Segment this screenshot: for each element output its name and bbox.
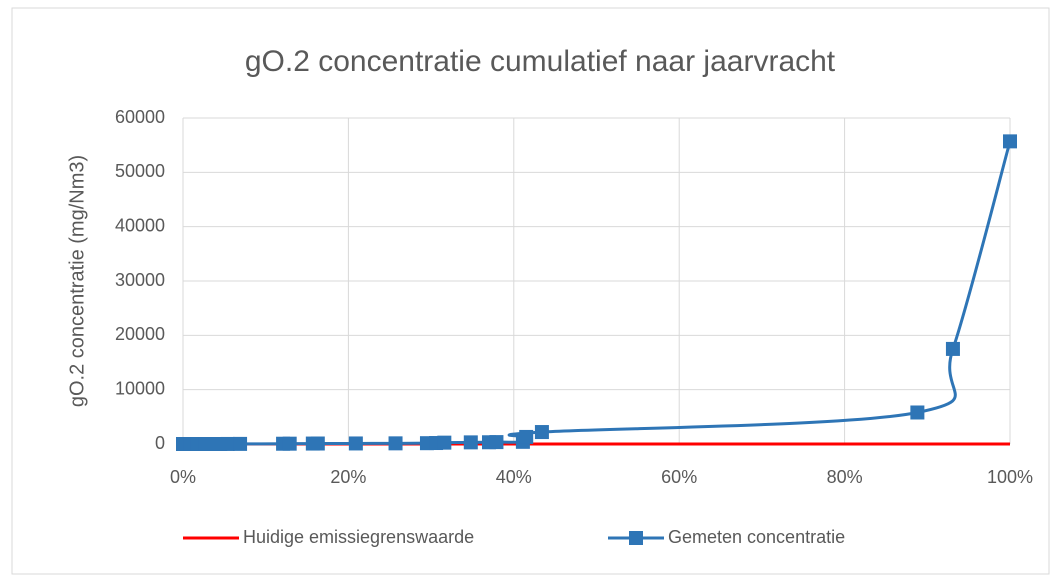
marker (388, 436, 403, 451)
marker (463, 435, 478, 450)
y-tick-label: 10000 (115, 378, 165, 398)
x-tick-label: 80% (827, 467, 863, 487)
y-tick-label: 50000 (115, 161, 165, 181)
x-tick-label: 20% (330, 467, 366, 487)
x-tick-label: 60% (661, 467, 697, 487)
marker (519, 429, 534, 444)
marker (233, 436, 248, 451)
legend-label: Huidige emissiegrenswaarde (243, 527, 474, 547)
y-tick-label: 0 (155, 433, 165, 453)
chart-title: gO.2 concentratie cumulatief naar jaarvr… (245, 45, 836, 78)
x-tick-label: 100% (987, 467, 1033, 487)
x-tick-label: 40% (496, 467, 532, 487)
y-tick-label: 30000 (115, 270, 165, 290)
marker (910, 405, 925, 420)
marker (489, 435, 504, 450)
y-tick-label: 20000 (115, 324, 165, 344)
x-tick-label: 0% (170, 467, 196, 487)
marker (437, 435, 452, 450)
marker (1003, 134, 1017, 149)
y-tick-label: 40000 (115, 215, 165, 235)
chart-border (11, 7, 1050, 575)
marker (534, 425, 549, 440)
y-tick-label: 60000 (115, 107, 165, 127)
marker (282, 436, 297, 451)
legend-marker (629, 531, 643, 545)
legend-label: Gemeten concentratie (668, 527, 845, 547)
y-axis-label: gO.2 concentratie (mg/Nm3) (66, 155, 88, 407)
marker (310, 436, 325, 451)
marker (945, 341, 960, 356)
marker (220, 436, 235, 451)
marker (348, 436, 363, 451)
